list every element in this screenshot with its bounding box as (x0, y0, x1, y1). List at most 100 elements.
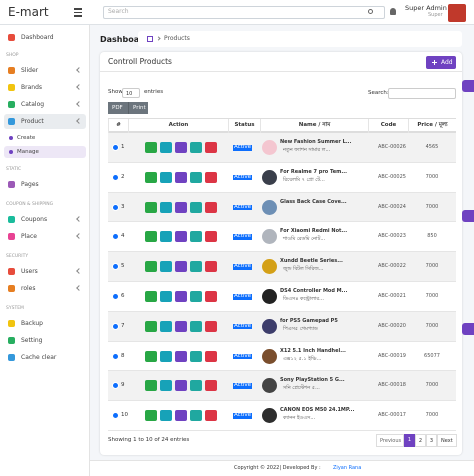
action-button[interactable] (145, 261, 157, 273)
action-button[interactable] (160, 142, 172, 153)
menu-icon[interactable] (74, 11, 82, 13)
action-button[interactable] (190, 350, 202, 362)
action-button[interactable] (205, 350, 217, 362)
action-button[interactable] (205, 291, 217, 302)
action-button[interactable] (205, 320, 217, 332)
expand-icon[interactable] (112, 293, 119, 300)
avatar[interactable] (448, 4, 466, 22)
menu-item[interactable]: Product (21, 118, 44, 125)
expand-icon[interactable] (112, 382, 119, 390)
footer-author[interactable]: Ziyan Rana (333, 465, 362, 471)
action-button[interactable] (190, 261, 202, 273)
action-button[interactable] (145, 350, 157, 362)
action-button[interactable] (145, 231, 157, 243)
expand-icon[interactable] (112, 144, 119, 151)
action-button[interactable] (145, 380, 157, 392)
action-button[interactable] (145, 291, 157, 302)
menu-item[interactable]: Slider (21, 67, 39, 74)
page-next-label[interactable]: Next (441, 437, 453, 444)
action-button[interactable] (205, 410, 217, 422)
menu-item[interactable]: Cache clear (21, 354, 57, 361)
action-button[interactable] (175, 380, 187, 392)
expand-icon[interactable] (112, 263, 119, 271)
submenu-item[interactable]: Create (17, 135, 36, 141)
page-number[interactable]: 3 (426, 434, 437, 447)
action-button[interactable] (190, 320, 202, 332)
bell-icon[interactable] (390, 8, 396, 15)
action-button[interactable] (205, 380, 217, 392)
table-search-input[interactable] (388, 88, 456, 99)
menu-item[interactable]: Brands (21, 84, 42, 91)
menu-icon[interactable] (74, 15, 82, 17)
menu-item[interactable]: Catalog (21, 101, 45, 108)
action-button[interactable] (175, 171, 187, 183)
settings-tab[interactable] (462, 80, 474, 92)
page-next[interactable]: Next (437, 434, 457, 447)
action-button[interactable] (175, 142, 187, 153)
submenu-item[interactable]: Manage (17, 149, 39, 155)
page-number-label[interactable]: 3 (429, 437, 434, 444)
action-button[interactable] (145, 201, 157, 213)
menu-item[interactable]: Backup (21, 320, 43, 327)
export-button[interactable]: Print (128, 102, 148, 114)
action-button[interactable] (205, 231, 217, 243)
page-number[interactable]: 2 (415, 434, 426, 447)
action-button[interactable] (205, 261, 217, 273)
menu-icon[interactable] (74, 8, 82, 10)
settings-tab[interactable] (462, 323, 474, 335)
action-button[interactable] (145, 320, 157, 332)
add-label[interactable]: Add (441, 58, 453, 66)
action-button[interactable] (160, 410, 172, 422)
action-button[interactable] (160, 231, 172, 243)
menu-item[interactable]: roles (21, 285, 36, 292)
expand-icon[interactable] (112, 233, 119, 241)
action-button[interactable] (175, 231, 187, 243)
action-button[interactable] (145, 142, 157, 153)
menu-item[interactable]: Setting (21, 337, 43, 344)
action-button[interactable] (175, 320, 187, 332)
action-button[interactable] (160, 201, 172, 213)
settings-tab[interactable] (462, 210, 474, 222)
breadcrumb-current[interactable]: Products (164, 35, 190, 42)
menu-item[interactable]: Place (21, 233, 37, 240)
length-select[interactable]: 10 (122, 88, 140, 98)
action-button[interactable] (175, 261, 187, 273)
action-button[interactable] (175, 410, 187, 422)
page-number[interactable]: 1 (404, 434, 415, 447)
page-number-label[interactable]: 1 (407, 436, 412, 443)
expand-icon[interactable] (112, 322, 119, 330)
expand-icon[interactable] (112, 412, 119, 420)
action-button[interactable] (175, 350, 187, 362)
action-button[interactable] (145, 410, 157, 422)
page-prev[interactable]: Previous (376, 434, 404, 447)
action-button[interactable] (190, 380, 202, 392)
export-label[interactable]: Print (133, 104, 146, 111)
menu-item[interactable]: Users (21, 268, 38, 275)
action-button[interactable] (160, 380, 172, 392)
action-button[interactable] (175, 291, 187, 302)
export-button[interactable]: PDF (108, 102, 128, 114)
action-button[interactable] (160, 261, 172, 273)
action-button[interactable] (190, 171, 202, 183)
action-button[interactable] (160, 171, 172, 183)
expand-icon[interactable] (112, 173, 119, 181)
action-button[interactable] (175, 201, 187, 213)
action-button[interactable] (205, 171, 217, 183)
action-button[interactable] (190, 291, 202, 302)
add-button[interactable]: Add (426, 56, 456, 69)
menu-item[interactable]: Coupons (21, 216, 48, 223)
search-input[interactable] (103, 6, 385, 19)
page-prev-label[interactable]: Previous (380, 437, 402, 444)
action-button[interactable] (190, 201, 202, 213)
action-button[interactable] (160, 320, 172, 332)
page-number-label[interactable]: 2 (418, 437, 423, 444)
menu-item[interactable]: Pages (21, 181, 39, 188)
expand-icon[interactable] (112, 352, 119, 360)
length-value[interactable]: 10 (126, 90, 133, 97)
action-button[interactable] (160, 350, 172, 362)
action-button[interactable] (205, 142, 217, 153)
action-button[interactable] (190, 142, 202, 153)
action-button[interactable] (190, 410, 202, 422)
menu-item[interactable]: Dashboard (21, 34, 54, 41)
action-button[interactable] (190, 231, 202, 243)
